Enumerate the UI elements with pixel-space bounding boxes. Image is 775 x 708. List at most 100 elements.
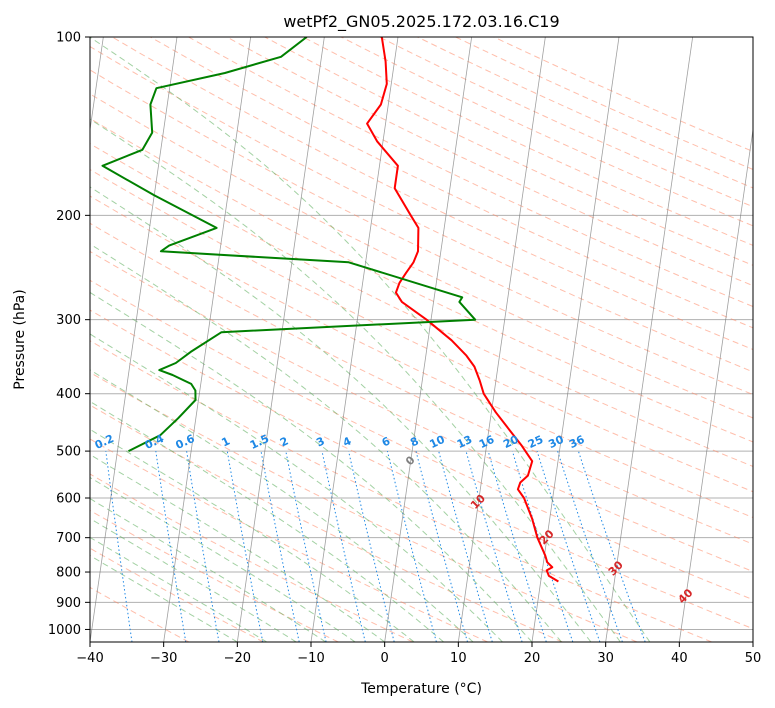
dry-adiabat xyxy=(90,340,712,642)
dry-adiabat xyxy=(226,37,753,287)
dry-adiabat xyxy=(90,143,753,467)
dry-adiabats xyxy=(90,37,753,642)
dry-adiabat xyxy=(90,250,753,573)
mixing-ratio-line xyxy=(105,451,133,642)
dry-adiabat xyxy=(302,37,753,246)
mixing-ratio-line xyxy=(487,450,547,642)
moist-adiabat xyxy=(90,243,562,642)
isotherm-line xyxy=(90,37,178,642)
temperature-trace xyxy=(366,37,559,583)
skewed-isotherms xyxy=(90,37,753,642)
mixing-ratio-label: 25 xyxy=(526,433,545,451)
isotherm-line xyxy=(678,126,753,642)
x-tick-label: 40 xyxy=(671,651,688,666)
dry-adiabat xyxy=(90,473,414,642)
x-tick-label: 50 xyxy=(745,651,762,666)
y-tick-label: 200 xyxy=(56,209,81,224)
mixing-ratio-label: 36 xyxy=(567,433,587,451)
moist-adiabat xyxy=(90,400,444,642)
sounding-traces xyxy=(101,37,559,583)
moist-adiabat xyxy=(90,498,326,642)
y-tick-label: 100 xyxy=(56,31,81,46)
mixing-ratio-line xyxy=(536,450,601,642)
dry-adiabat xyxy=(455,37,753,171)
mixing-ratio-label: 30 xyxy=(546,433,566,451)
mixing-ratio-line xyxy=(348,450,395,642)
isotherm-line xyxy=(236,37,325,642)
dry-adiabat xyxy=(493,37,753,152)
dry-adiabat xyxy=(340,37,753,227)
x-tick-label: 10 xyxy=(450,651,467,666)
dry-adiabat xyxy=(90,117,753,443)
y-tick-label: 900 xyxy=(56,596,81,611)
dewpoint-trace xyxy=(101,37,477,452)
moist-adiabat xyxy=(90,454,385,642)
isotherm-line xyxy=(163,37,252,642)
mixing-ratio-line xyxy=(557,450,623,642)
dry-adiabat xyxy=(150,37,753,329)
y-axis-ticks: 100 200 300 400 500 600 700 800 900 1000 xyxy=(48,31,90,638)
mixing-ratio-line xyxy=(155,451,187,642)
y-tick-label: 300 xyxy=(56,313,81,328)
chart-title: wetPf2_GN05.2025.172.03.16.C19 xyxy=(283,12,559,32)
x-tick-label: −20 xyxy=(224,651,251,666)
moist-adiabat xyxy=(90,517,297,642)
x-tick-label: −40 xyxy=(76,651,103,666)
x-axis-ticks: −40 −30 −20 −10 0 10 20 30 40 50 xyxy=(76,642,761,666)
y-tick-label: 800 xyxy=(56,566,81,581)
moist-adiabat xyxy=(90,333,503,642)
dry-adiabat xyxy=(90,168,753,493)
pressure-gridlines xyxy=(90,37,753,630)
moist-adiabats xyxy=(90,37,651,642)
dry-adiabat xyxy=(90,438,488,642)
y-tick-label: 1000 xyxy=(48,623,81,638)
x-tick-label: −30 xyxy=(150,651,177,666)
x-tick-label: −10 xyxy=(297,651,324,666)
dry-adiabat xyxy=(379,37,753,208)
dry-adiabat xyxy=(90,279,753,601)
mixing-ratio-label: 20 xyxy=(501,433,521,451)
mixing-ratio-line xyxy=(415,450,468,642)
moist-adiabat xyxy=(90,536,268,642)
dry-adiabat xyxy=(188,37,753,308)
moist-adiabat xyxy=(90,428,415,642)
mixing-ratio-label: 10 xyxy=(428,433,448,451)
dry-adiabat xyxy=(90,222,753,545)
isotherm-line xyxy=(384,37,473,642)
moist-adiabat xyxy=(90,186,592,642)
plot-frame xyxy=(89,36,754,643)
y-tick-label: 500 xyxy=(56,445,81,460)
mixing-ratio-label: 16 xyxy=(477,433,497,451)
x-tick-label: 30 xyxy=(597,651,614,666)
moist-adiabat xyxy=(90,476,356,642)
mixing-ratio-line xyxy=(260,451,300,642)
mixing-ratio-label: 13 xyxy=(455,433,474,451)
mixing-ratio-line xyxy=(465,450,523,642)
mixing-ratio-line xyxy=(438,450,493,642)
y-tick-label: 700 xyxy=(56,531,81,546)
dry-adiabat xyxy=(90,93,753,419)
x-tick-label: 20 xyxy=(524,651,541,666)
mixing-ratio-line xyxy=(577,450,646,642)
x-tick-label: 0 xyxy=(381,651,389,666)
moist-adiabat xyxy=(90,554,238,642)
mixing-ratio-line xyxy=(321,450,366,642)
isotherm-line xyxy=(605,37,694,642)
moist-adiabat xyxy=(90,291,533,642)
moist-adiabat xyxy=(90,118,621,642)
isotherm-line xyxy=(531,37,620,642)
dry-adiabat xyxy=(111,37,753,351)
moist-adiabat xyxy=(90,37,651,642)
isotherm-line xyxy=(457,37,546,642)
dry-adiabat xyxy=(90,69,753,396)
mixing-ratio-line xyxy=(226,451,264,642)
mixing-ratio-line xyxy=(285,451,327,642)
mixing-ratio-line xyxy=(386,450,437,642)
mixing-ratio-line xyxy=(186,451,220,642)
y-tick-label: 600 xyxy=(56,492,81,507)
moist-adiabat xyxy=(90,369,474,642)
x-axis-label: Temperature (°C) xyxy=(360,681,482,697)
plot-area: -100-90-80-70-60-50-40-30-20-10010203040… xyxy=(90,37,753,642)
